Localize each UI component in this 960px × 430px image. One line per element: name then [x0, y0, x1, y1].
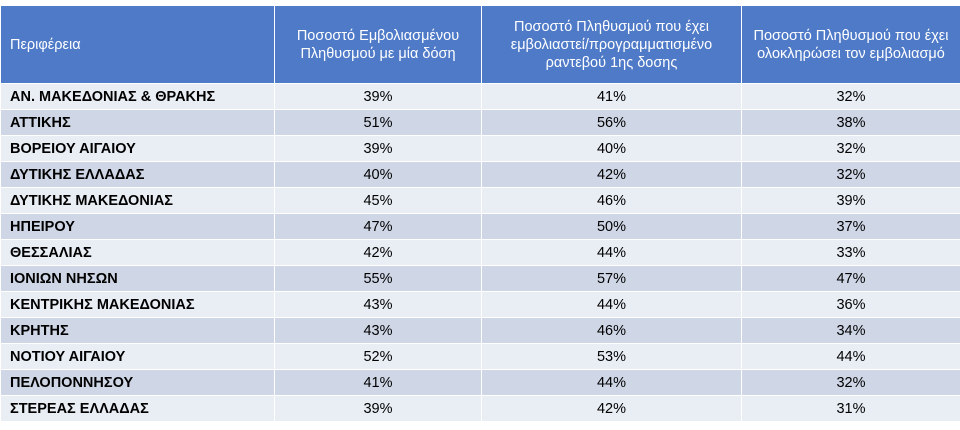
region-cell: ΠΕΛΟΠΟΝΝΗΣΟΥ — [0, 369, 275, 396]
one-dose-cell: 45% — [274, 187, 482, 214]
one-dose-cell: 39% — [274, 135, 482, 162]
header-one-dose: Ποσοστό Εμβολιασμένου Πληθυσμού με μία δ… — [274, 5, 482, 84]
fully-vaccinated-cell: 47% — [741, 265, 960, 292]
table-row: ΝΟΤΙΟΥ ΑΙΓΑΙΟΥ 52% 53% 44% — [0, 343, 960, 370]
one-dose-cell: 47% — [274, 213, 482, 240]
first-dose-scheduled-cell: 44% — [481, 239, 742, 266]
first-dose-scheduled-cell: 40% — [481, 135, 742, 162]
region-cell: ΚΡΗΤΗΣ — [0, 317, 275, 344]
region-cell: ΑΤΤΙΚΗΣ — [0, 109, 275, 136]
header-row: Περιφέρεια Ποσοστό Εμβολιασμένου Πληθυσμ… — [0, 5, 960, 84]
fully-vaccinated-cell: 32% — [741, 135, 960, 162]
table-row: ΙΟΝΙΩΝ ΝΗΣΩΝ 55% 57% 47% — [0, 265, 960, 292]
first-dose-scheduled-cell: 50% — [481, 213, 742, 240]
table-row: ΣΤΕΡΕΑΣ ΕΛΛΑΔΑΣ 39% 42% 31% — [0, 395, 960, 422]
table-row: ΔΥΤΙΚΗΣ ΕΛΛΑΔΑΣ 40% 42% 32% — [0, 161, 960, 188]
vaccination-table-container: Περιφέρεια Ποσοστό Εμβολιασμένου Πληθυσμ… — [0, 5, 960, 422]
one-dose-cell: 55% — [274, 265, 482, 292]
region-cell: ΚΕΝΤΡΙΚΗΣ ΜΑΚΕΔΟΝΙΑΣ — [0, 291, 275, 318]
table-row: ΒΟΡΕΙΟΥ ΑΙΓΑΙΟΥ 39% 40% 32% — [0, 135, 960, 162]
region-cell: ΒΟΡΕΙΟΥ ΑΙΓΑΙΟΥ — [0, 135, 275, 162]
first-dose-scheduled-cell: 44% — [481, 291, 742, 318]
table-row: ΑΝ. ΜΑΚΕΔΟΝΙΑΣ & ΘΡΑΚΗΣ 39% 41% 32% — [0, 83, 960, 110]
fully-vaccinated-cell: 38% — [741, 109, 960, 136]
table-row: ΑΤΤΙΚΗΣ 51% 56% 38% — [0, 109, 960, 136]
header-region: Περιφέρεια — [0, 5, 275, 84]
table-row: ΔΥΤΙΚΗΣ ΜΑΚΕΔΟΝΙΑΣ 45% 46% 39% — [0, 187, 960, 214]
fully-vaccinated-cell: 32% — [741, 161, 960, 188]
table-row: ΘΕΣΣΑΛΙΑΣ 42% 44% 33% — [0, 239, 960, 266]
first-dose-scheduled-cell: 53% — [481, 343, 742, 370]
first-dose-scheduled-cell: 44% — [481, 369, 742, 396]
fully-vaccinated-cell: 31% — [741, 395, 960, 422]
fully-vaccinated-cell: 44% — [741, 343, 960, 370]
region-cell: ΣΤΕΡΕΑΣ ΕΛΛΑΔΑΣ — [0, 395, 275, 422]
region-cell: ΝΟΤΙΟΥ ΑΙΓΑΙΟΥ — [0, 343, 275, 370]
table-row: ΠΕΛΟΠΟΝΝΗΣΟΥ 41% 44% 32% — [0, 369, 960, 396]
fully-vaccinated-cell: 34% — [741, 317, 960, 344]
region-cell: ΘΕΣΣΑΛΙΑΣ — [0, 239, 275, 266]
region-cell: ΔΥΤΙΚΗΣ ΜΑΚΕΔΟΝΙΑΣ — [0, 187, 275, 214]
one-dose-cell: 51% — [274, 109, 482, 136]
fully-vaccinated-cell: 32% — [741, 369, 960, 396]
one-dose-cell: 40% — [274, 161, 482, 188]
table-body: ΑΝ. ΜΑΚΕΔΟΝΙΑΣ & ΘΡΑΚΗΣ 39% 41% 32% ΑΤΤΙΚΗΣ 5… — [0, 83, 960, 422]
region-cell: ΗΠΕΙΡΟΥ — [0, 213, 275, 240]
header-first-dose-scheduled: Ποσοστό Πληθυσμού που έχει εμβολιαστεί/π… — [481, 5, 742, 84]
table-row: ΚΡΗΤΗΣ 43% 46% 34% — [0, 317, 960, 344]
one-dose-cell: 52% — [274, 343, 482, 370]
one-dose-cell: 43% — [274, 317, 482, 344]
first-dose-scheduled-cell: 46% — [481, 317, 742, 344]
fully-vaccinated-cell: 39% — [741, 187, 960, 214]
first-dose-scheduled-cell: 41% — [481, 83, 742, 110]
first-dose-scheduled-cell: 57% — [481, 265, 742, 292]
first-dose-scheduled-cell: 42% — [481, 395, 742, 422]
region-cell: ΙΟΝΙΩΝ ΝΗΣΩΝ — [0, 265, 275, 292]
table-row: ΗΠΕΙΡΟΥ 47% 50% 37% — [0, 213, 960, 240]
region-cell: ΔΥΤΙΚΗΣ ΕΛΛΑΔΑΣ — [0, 161, 275, 188]
first-dose-scheduled-cell: 46% — [481, 187, 742, 214]
one-dose-cell: 42% — [274, 239, 482, 266]
one-dose-cell: 43% — [274, 291, 482, 318]
one-dose-cell: 39% — [274, 83, 482, 110]
table-header: Περιφέρεια Ποσοστό Εμβολιασμένου Πληθυσμ… — [0, 5, 960, 84]
one-dose-cell: 39% — [274, 395, 482, 422]
header-fully-vaccinated: Ποσοστό Πληθυσμού που έχει ολοκληρώσει τ… — [741, 5, 960, 84]
first-dose-scheduled-cell: 56% — [481, 109, 742, 136]
fully-vaccinated-cell: 32% — [741, 83, 960, 110]
first-dose-scheduled-cell: 42% — [481, 161, 742, 188]
vaccination-table: Περιφέρεια Ποσοστό Εμβολιασμένου Πληθυσμ… — [0, 5, 960, 422]
fully-vaccinated-cell: 33% — [741, 239, 960, 266]
fully-vaccinated-cell: 36% — [741, 291, 960, 318]
one-dose-cell: 41% — [274, 369, 482, 396]
table-row: ΚΕΝΤΡΙΚΗΣ ΜΑΚΕΔΟΝΙΑΣ 43% 44% 36% — [0, 291, 960, 318]
region-cell: ΑΝ. ΜΑΚΕΔΟΝΙΑΣ & ΘΡΑΚΗΣ — [0, 83, 275, 110]
fully-vaccinated-cell: 37% — [741, 213, 960, 240]
